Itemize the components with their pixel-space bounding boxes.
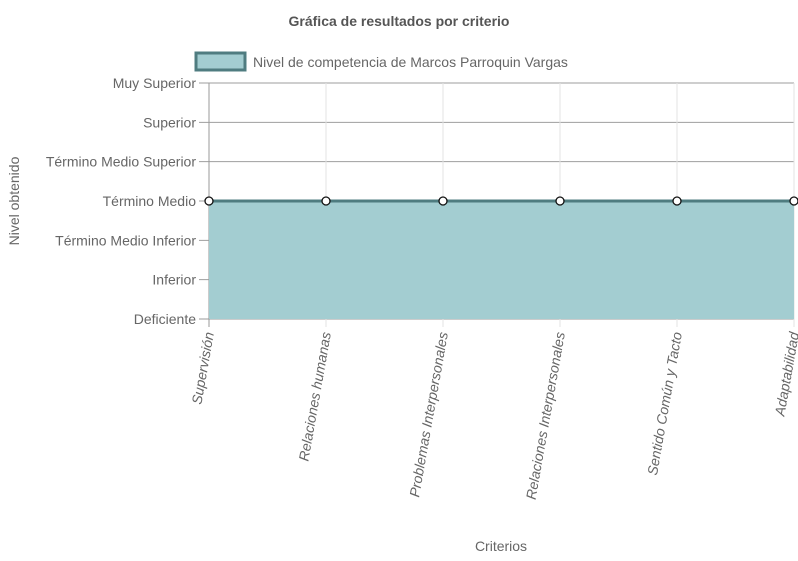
y-tick-label: Superior: [143, 114, 196, 130]
y-axis-title: Nivel obtenido: [6, 156, 22, 245]
chart-legend[interactable]: Nivel de competencia de Marcos Parroquin…: [194, 51, 568, 72]
x-axis-title: Criterios: [475, 538, 527, 554]
y-tick-label: Deficiente: [134, 311, 196, 327]
x-tick-label: Relaciones Interpersonales: [523, 331, 568, 501]
legend-swatch: [194, 51, 247, 72]
y-tick-label: Término Medio Superior: [46, 154, 197, 170]
chart-title: Gráfica de resultados por criterio: [289, 13, 510, 29]
y-tick-label: Término Medio: [103, 193, 197, 209]
plot-area: [209, 199, 794, 319]
data-points: [204, 196, 798, 206]
x-tick-label: Adaptabilidad: [771, 330, 798, 419]
data-point[interactable]: [555, 196, 565, 206]
x-tick-label: Relaciones humanas: [295, 331, 333, 463]
x-tick-label: Sentido Común y Tacto: [644, 331, 685, 477]
legend-label: Nivel de competencia de Marcos Parroquin…: [253, 54, 568, 70]
y-tick-label: Muy Superior: [113, 75, 197, 91]
y-axis-ticks: Deficiente Inferior Término Medio Inferior…: [46, 75, 197, 327]
data-point[interactable]: [672, 196, 682, 206]
x-tick-label: Problemas Interpersonales: [406, 331, 451, 499]
y-tick-label: Inferior: [152, 272, 196, 288]
data-point[interactable]: [321, 196, 331, 206]
x-axis-ticks: Supervisión Relaciones humanas Problemas I…: [188, 330, 798, 501]
data-point[interactable]: [438, 196, 448, 206]
data-point[interactable]: [204, 196, 214, 206]
data-point[interactable]: [789, 196, 798, 206]
x-tick-label: Supervisión: [188, 331, 216, 406]
series-area-fill: [209, 201, 794, 319]
y-tick-label: Término Medio Inferior: [55, 232, 196, 248]
